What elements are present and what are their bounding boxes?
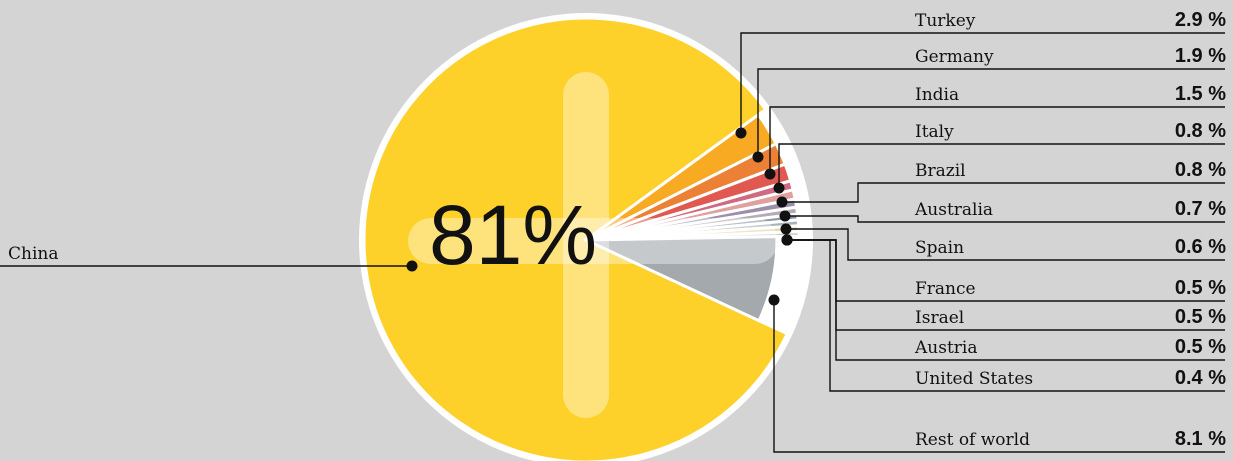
leader-line-turkey: [740, 32, 1225, 133]
leader-dot-united-states: [781, 234, 793, 246]
leader-dot-rest-of-world: [768, 294, 780, 306]
leader-dot-brazil: [776, 196, 788, 208]
value-spain: 0.6 %: [1175, 236, 1226, 258]
leader-dot-germany: [752, 151, 764, 163]
value-germany: 1.9 %: [1175, 45, 1226, 67]
leader-line-italy: [778, 143, 1225, 188]
label-united-states: United States: [915, 369, 1033, 389]
value-israel: 0.5 %: [1175, 306, 1226, 328]
leader-line-brazil: [782, 182, 1225, 203]
leader-dot-italy: [773, 182, 785, 194]
leader-line-spain: [786, 228, 1225, 261]
value-france: 0.5 %: [1175, 277, 1226, 299]
label-austria: Austria: [914, 338, 977, 358]
leader-dot-china: [406, 260, 418, 272]
leader-line-israel: [787, 239, 1225, 331]
label-spain: Spain: [915, 238, 964, 258]
label-rest-of-world: Rest of world: [915, 430, 1030, 450]
pie-slice-china: [362, 16, 790, 461]
pie-slice-rest-of-world: [585, 235, 779, 323]
value-united-states: 0.4 %: [1175, 367, 1226, 389]
value-turkey: 2.9 %: [1175, 9, 1226, 31]
plus-decoration: [408, 72, 778, 418]
leader-dot-india: [764, 168, 776, 180]
value-india: 1.5 %: [1175, 83, 1226, 105]
value-rest-of-world: 8.1 %: [1175, 428, 1226, 450]
value-brazil: 0.8 %: [1175, 159, 1226, 181]
label-australia: Australia: [914, 200, 993, 220]
leader-line-rest-of-world: [773, 300, 1225, 453]
leader-line-austria: [787, 239, 1225, 361]
label-france: France: [915, 279, 976, 299]
label-germany: Germany: [915, 47, 994, 67]
label-turkey: Turkey: [915, 11, 976, 31]
label-india: India: [915, 85, 959, 105]
leader-line-australia: [785, 215, 1225, 223]
leader-line-france: [787, 239, 1225, 302]
leader-line-india: [769, 106, 1225, 174]
leader-dot-turkey: [735, 127, 747, 139]
label-israel: Israel: [915, 308, 964, 328]
china-share-label: 81%: [429, 188, 597, 282]
value-italy: 0.8 %: [1175, 120, 1226, 142]
value-australia: 0.7 %: [1175, 198, 1226, 220]
leader-dot-spain: [780, 223, 792, 235]
label-china: China: [8, 244, 58, 264]
label-italy: Italy: [915, 122, 954, 142]
label-brazil: Brazil: [915, 161, 966, 181]
value-austria: 0.5 %: [1175, 336, 1226, 358]
leader-dot-australia: [779, 210, 791, 222]
leader-line-germany: [757, 68, 1225, 157]
leader-line-united-states: [787, 239, 1225, 392]
